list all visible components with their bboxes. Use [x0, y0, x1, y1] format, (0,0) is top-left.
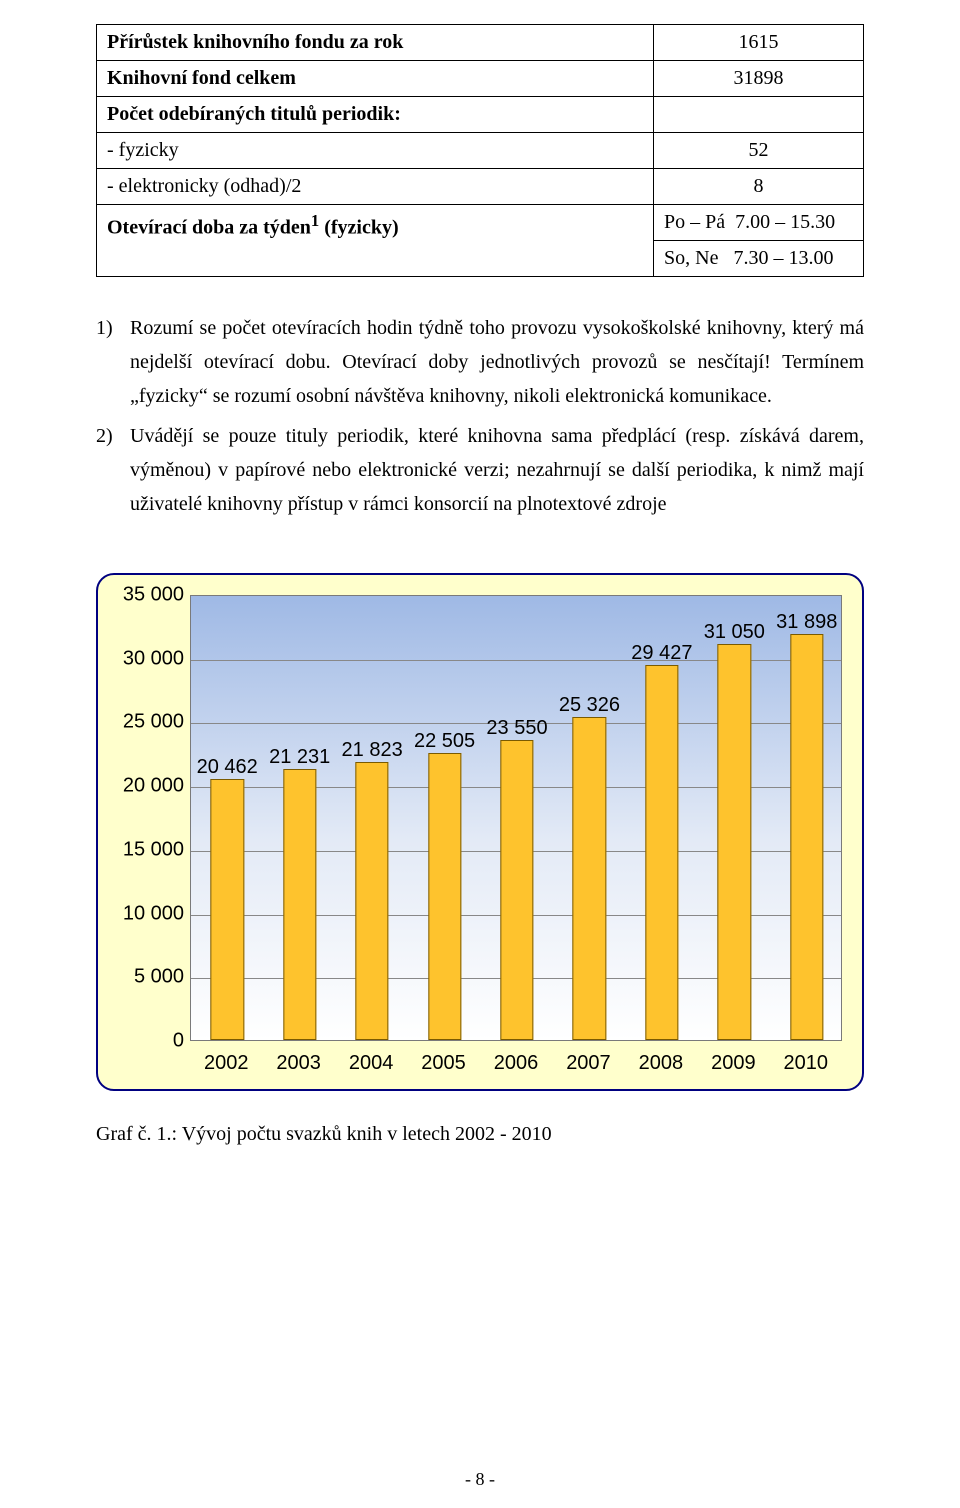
table-row-label: Počet odebíraných titulů periodik:: [97, 97, 654, 133]
chart-x-label: 2010: [784, 1052, 829, 1075]
chart-bar-value: 21 231: [269, 746, 330, 771]
opening-hours-label: Otevírací doba za týden1 (fyzicky): [97, 205, 654, 277]
chart-y-label: 35 000: [118, 584, 184, 607]
chart-y-label: 25 000: [118, 711, 184, 734]
chart-bar-value: 22 505: [414, 730, 475, 755]
chart-y-label: 10 000: [118, 902, 184, 925]
chart-y-label: 20 000: [118, 775, 184, 798]
chart-y-label: 0: [118, 1030, 184, 1053]
note-2-text: Uvádějí se pouze tituly periodik, které …: [130, 419, 864, 521]
chart-bar: [718, 644, 751, 1040]
chart-x-label: 2003: [276, 1052, 321, 1075]
chart-bar: [211, 779, 244, 1040]
footnotes: 1) Rozumí se počet otevíracích hodin týd…: [96, 311, 864, 521]
opening-hours-line-2: So, Ne 7.30 – 13.00: [654, 241, 864, 277]
chart-x-label: 2004: [349, 1052, 394, 1075]
table-row-label: Přírůstek knihovního fondu za rok: [97, 25, 654, 61]
chart-x-label: 2006: [494, 1052, 539, 1075]
chart-x-label: 2009: [711, 1052, 756, 1075]
table-row-label: Knihovní fond celkem: [97, 61, 654, 97]
page-number: - 8 -: [0, 1469, 960, 1490]
chart-caption: Graf č. 1.: Vývoj počtu svazků knih v le…: [96, 1123, 864, 1146]
bar-chart: 20 462 21 231 21 823 22 505 23 550 25 326 29 4…: [118, 595, 842, 1075]
chart-bar-value: 31 050: [704, 621, 765, 646]
chart-bar-value: 25 326: [559, 694, 620, 719]
opening-hours-line-1: Po – Pá 7.00 – 15.30: [654, 205, 864, 241]
chart-y-label: 30 000: [118, 647, 184, 670]
chart-y-label: 15 000: [118, 838, 184, 861]
chart-bar-value: 21 823: [342, 739, 403, 764]
note-1-text: Rozumí se počet otevíracích hodin týdně …: [130, 311, 864, 413]
chart-bar: [355, 762, 388, 1040]
chart-bar: [500, 740, 533, 1040]
chart-bar-value: 31 898: [776, 611, 837, 636]
chart-bar: [283, 769, 316, 1040]
chart-plot-area: 20 462 21 231 21 823 22 505 23 550 25 326 29 4…: [190, 595, 842, 1041]
table-row-value: 52: [654, 133, 864, 169]
chart-bar: [645, 665, 678, 1040]
chart-x-label: 2005: [421, 1052, 466, 1075]
chart-y-label: 5 000: [118, 966, 184, 989]
chart-bar-value: 20 462: [197, 756, 258, 781]
table-row-value: 1615: [654, 25, 864, 61]
table-row-value: 31898: [654, 61, 864, 97]
chart-frame: 20 462 21 231 21 823 22 505 23 550 25 326 29 4…: [96, 573, 864, 1091]
chart-x-label: 2007: [566, 1052, 611, 1075]
chart-bar-value: 29 427: [631, 642, 692, 667]
chart-bar: [573, 717, 606, 1040]
chart-x-label: 2002: [204, 1052, 249, 1075]
table-row-value: 8: [654, 169, 864, 205]
table-row-label: - fyzicky: [97, 133, 654, 169]
note-2-number: 2): [96, 419, 130, 521]
chart-bar: [790, 634, 823, 1040]
chart-x-label: 2008: [639, 1052, 684, 1075]
chart-bar-value: 23 550: [486, 717, 547, 742]
chart-bar: [428, 753, 461, 1040]
table-row-value: [654, 97, 864, 133]
note-1-number: 1): [96, 311, 130, 413]
table-row-label: - elektronicky (odhad)/2: [97, 169, 654, 205]
info-table: Přírůstek knihovního fondu za rok1615Kni…: [96, 24, 864, 277]
